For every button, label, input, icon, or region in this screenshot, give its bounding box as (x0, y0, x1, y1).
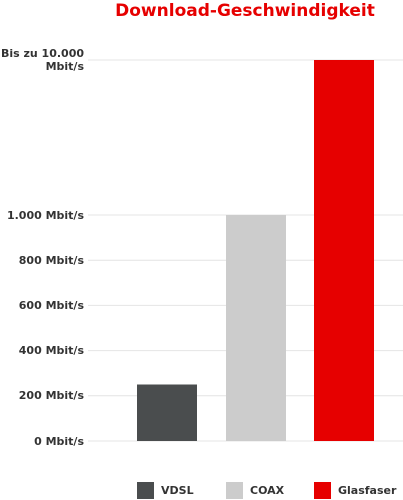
y-tick-label: 800 Mbit/s (18, 253, 84, 267)
bar (137, 384, 197, 441)
legend-swatch (314, 482, 331, 499)
y-tick-label: 600 Mbit/s (18, 298, 84, 312)
legend-swatch (226, 482, 243, 499)
y-tick-label: 200 Mbit/s (18, 389, 84, 403)
y-tick-label: 400 Mbit/s (18, 344, 84, 358)
y-tick-label: 1.000 Mbit/s (6, 208, 84, 222)
legend-label: VDSL (161, 484, 194, 497)
legend-swatch (137, 482, 154, 499)
legend-label: Glasfaser (338, 484, 397, 497)
y-tick-label: 0 Mbit/s (34, 434, 84, 448)
chart-title: Download-Geschwindigkeit (115, 1, 375, 21)
y-tick-label: Bis zu 10.000 Mbit/s (0, 47, 84, 73)
bar (314, 60, 374, 441)
legend-label: COAX (250, 484, 285, 497)
bar (226, 215, 286, 441)
